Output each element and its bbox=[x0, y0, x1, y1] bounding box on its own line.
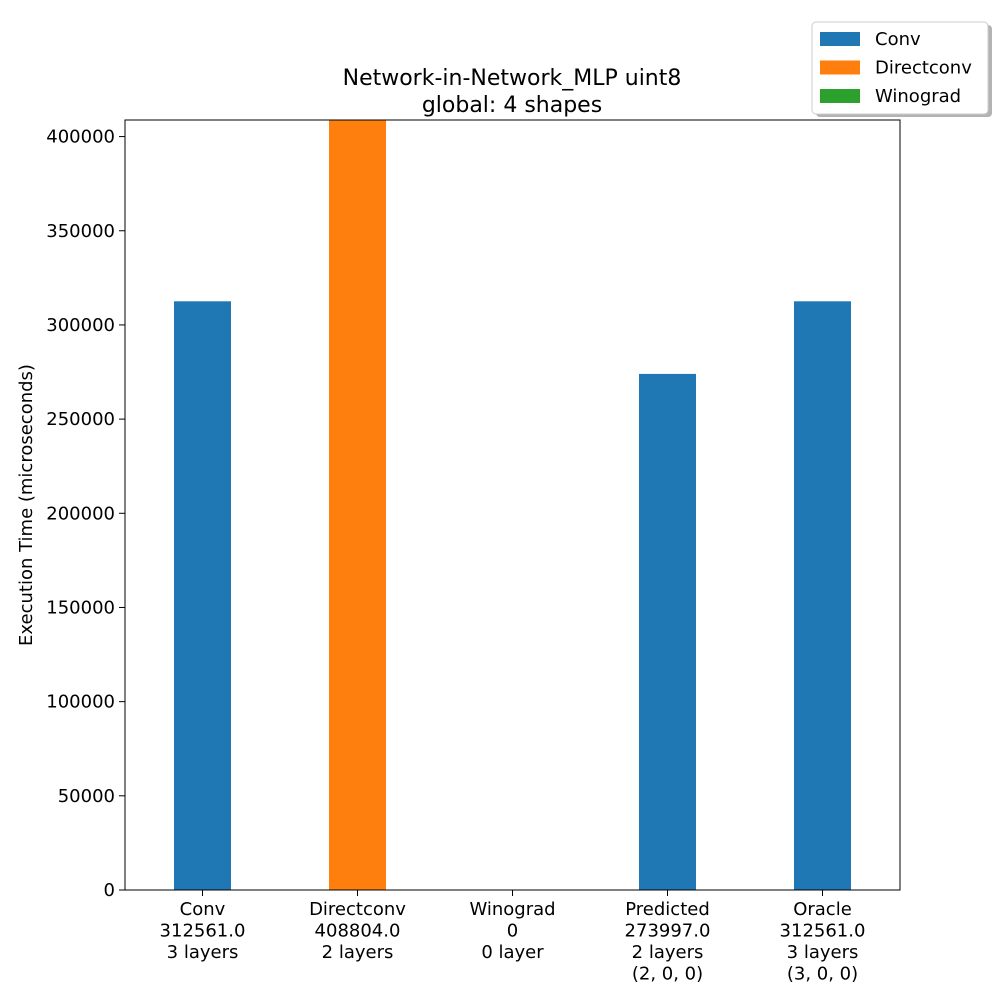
y-tick-label: 0 bbox=[104, 880, 115, 901]
x-category-label: 0 bbox=[507, 921, 518, 942]
legend-swatch-directconv bbox=[820, 60, 860, 75]
x-category-label: Predicted bbox=[625, 899, 710, 920]
x-category-label: (2, 0, 0) bbox=[632, 964, 703, 985]
x-category-label: (3, 0, 0) bbox=[787, 964, 858, 985]
legend-label-conv: Conv bbox=[875, 29, 921, 50]
x-category-label: Directconv bbox=[309, 899, 406, 920]
plot-frame bbox=[124, 119, 901, 891]
y-ticks-layer: 0 50000 100000 150000 200000 250000 300000 3500… bbox=[46, 127, 125, 901]
y-tick-label: 400000 bbox=[46, 127, 115, 148]
y-tick-label: 250000 bbox=[46, 409, 115, 430]
y-tick-label: 350000 bbox=[46, 221, 115, 242]
y-axis-label: Execution Time (microseconds) bbox=[16, 364, 37, 646]
x-category-label: Conv bbox=[180, 899, 226, 920]
x-category-label: 273997.0 bbox=[625, 921, 711, 942]
x-category-label: 408804.0 bbox=[315, 921, 401, 942]
y-tick-label: 200000 bbox=[46, 503, 115, 524]
x-category-label: 3 layers bbox=[167, 942, 239, 963]
y-tick-label: 50000 bbox=[58, 786, 115, 807]
y-tick-label: 100000 bbox=[46, 692, 115, 713]
legend-label-directconv: Directconv bbox=[875, 58, 972, 79]
legend-swatch-winograd bbox=[820, 89, 860, 103]
x-category-label: 3 layers bbox=[787, 942, 859, 963]
x-category-label: 312561.0 bbox=[160, 921, 246, 942]
bars-layer bbox=[174, 120, 851, 890]
bar-conv-4 bbox=[794, 301, 851, 890]
bar-conv-3 bbox=[639, 373, 696, 890]
chart-subtitle: global: 4 shapes bbox=[422, 93, 602, 118]
x-category-label: Oracle bbox=[793, 899, 852, 920]
chart-title: Network-in-Network_MLP uint8 bbox=[343, 66, 682, 91]
bar-directconv-1 bbox=[329, 120, 386, 890]
y-tick-label: 150000 bbox=[46, 597, 115, 618]
x-category-label: 2 layers bbox=[322, 942, 394, 963]
bar-conv-0 bbox=[174, 301, 231, 890]
legend: Conv Directconv Winograd bbox=[811, 21, 992, 117]
x-category-label: 0 layer bbox=[481, 942, 544, 963]
x-category-label: 2 layers bbox=[632, 942, 704, 963]
x-category-label: Winograd bbox=[469, 899, 555, 920]
legend-swatch-conv bbox=[820, 32, 860, 46]
legend-label-winograd: Winograd bbox=[875, 86, 961, 107]
x-category-label: 312561.0 bbox=[780, 921, 866, 942]
y-tick-label: 300000 bbox=[46, 315, 115, 336]
